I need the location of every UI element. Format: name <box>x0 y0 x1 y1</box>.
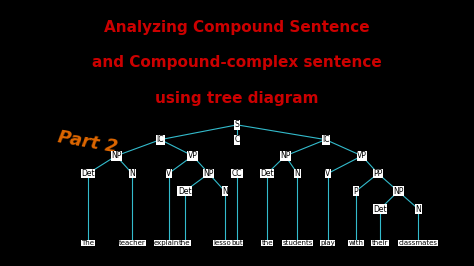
Text: N: N <box>222 187 228 196</box>
Text: NP: NP <box>204 169 214 178</box>
Text: and Compound-complex sentence: and Compound-complex sentence <box>92 55 382 70</box>
Text: PP: PP <box>374 169 383 178</box>
Text: explains: explains <box>154 240 183 246</box>
Text: classmates: classmates <box>399 240 438 246</box>
Text: The teacher explains the lesson, but the students play with their classmates.: The teacher explains the lesson, but the… <box>108 250 366 256</box>
Text: Det: Det <box>373 205 387 214</box>
Text: CC: CC <box>232 169 242 178</box>
Text: N: N <box>129 169 135 178</box>
Text: with: with <box>348 240 364 246</box>
Text: NP: NP <box>111 151 121 160</box>
Text: IC: IC <box>322 135 329 144</box>
Text: Part 2: Part 2 <box>56 128 119 157</box>
Text: their: their <box>372 240 388 246</box>
Text: VP: VP <box>188 151 198 160</box>
Text: using tree diagram: using tree diagram <box>155 90 319 106</box>
Text: NP: NP <box>393 187 403 196</box>
Text: N: N <box>294 169 301 178</box>
Text: students: students <box>282 240 313 246</box>
Text: play: play <box>320 240 335 246</box>
Text: Det: Det <box>178 187 191 196</box>
Text: NP: NP <box>280 151 291 160</box>
Text: V: V <box>166 169 171 178</box>
Text: C: C <box>234 135 240 144</box>
Text: Det: Det <box>260 169 274 178</box>
Text: S: S <box>235 120 239 129</box>
Text: lesson: lesson <box>214 240 236 246</box>
Text: P: P <box>354 187 358 196</box>
Text: The: The <box>82 240 94 246</box>
Text: but: but <box>231 240 243 246</box>
Text: Det: Det <box>81 169 95 178</box>
Text: the: the <box>179 240 191 246</box>
Text: N: N <box>415 205 421 214</box>
Text: IC: IC <box>157 135 164 144</box>
Text: Analyzing Compound Sentence: Analyzing Compound Sentence <box>104 20 370 35</box>
Text: teacher: teacher <box>119 240 146 246</box>
Text: V: V <box>325 169 330 178</box>
Text: VP: VP <box>357 151 367 160</box>
Text: the: the <box>262 240 273 246</box>
